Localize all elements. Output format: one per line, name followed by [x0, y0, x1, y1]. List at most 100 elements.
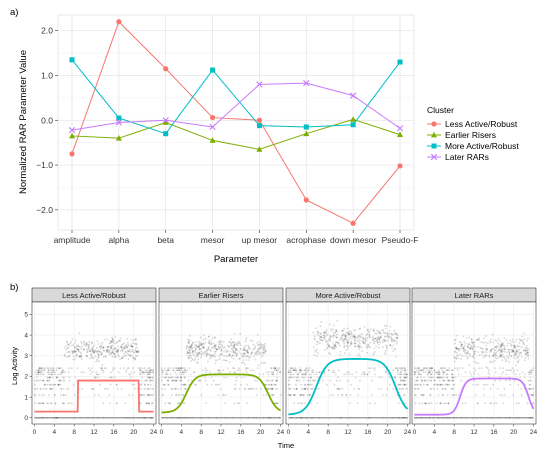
activity-point [191, 344, 193, 347]
activity-point [515, 353, 517, 356]
activity-point [332, 334, 335, 337]
activity-point [428, 376, 430, 379]
activity-point [184, 387, 187, 390]
activity-point [149, 379, 152, 382]
activity-point [55, 367, 58, 370]
activity-point [416, 369, 418, 372]
activity-point [234, 383, 237, 386]
activity-point [437, 376, 439, 379]
activity-point [332, 346, 335, 349]
activity-point [517, 355, 520, 358]
activity-point [178, 369, 181, 372]
activity-point [346, 341, 349, 344]
activity-point [38, 394, 41, 396]
activity-point [181, 367, 183, 370]
activity-point [180, 379, 183, 382]
activity-point [133, 357, 136, 360]
activity-point [47, 376, 50, 379]
activity-point [469, 347, 472, 350]
data-point [256, 81, 263, 88]
activity-point [225, 355, 228, 358]
activity-point [262, 362, 265, 365]
activity-point [518, 348, 521, 351]
activity-point [329, 323, 331, 326]
activity-point [497, 349, 500, 352]
activity-point [354, 345, 357, 348]
activity-point [147, 376, 150, 379]
activity-point [459, 341, 462, 344]
activity-point [253, 387, 256, 390]
activity-point [278, 367, 281, 370]
activity-point [319, 325, 322, 328]
x-tick-label: 8 [452, 429, 456, 436]
activity-point [445, 369, 448, 372]
activity-point [295, 371, 297, 374]
activity-point [134, 354, 137, 357]
activity-point [300, 369, 302, 372]
activity-point [172, 369, 174, 372]
activity-point [428, 371, 430, 374]
activity-point [349, 341, 352, 344]
activity-point [151, 402, 154, 405]
activity-point [132, 342, 134, 345]
activity-point [150, 379, 153, 382]
activity-point [512, 371, 515, 374]
activity-point [452, 376, 455, 379]
activity-point [187, 338, 190, 341]
activity-point [355, 371, 358, 374]
data-point [256, 123, 262, 129]
activity-point [228, 340, 231, 343]
activity-point [463, 340, 466, 343]
activity-point [476, 402, 479, 405]
activity-point [386, 334, 389, 337]
activity-point [179, 379, 182, 382]
activity-point [238, 342, 241, 344]
activity-point [297, 376, 300, 379]
activity-point [243, 349, 245, 352]
activity-point [53, 394, 56, 396]
activity-point [250, 352, 253, 355]
activity-point [190, 345, 193, 348]
activity-point [387, 336, 390, 339]
activity-point [429, 394, 431, 396]
activity-point [463, 352, 466, 355]
activity-point [400, 373, 403, 376]
activity-point [245, 344, 247, 347]
activity-point [332, 369, 335, 372]
activity-point [349, 335, 352, 338]
activity-point [229, 371, 231, 374]
activity-point [475, 362, 478, 364]
activity-point [109, 349, 112, 351]
activity-point [392, 340, 395, 343]
activity-point [147, 383, 149, 386]
activity-point [233, 345, 236, 348]
activity-point [143, 367, 146, 370]
activity-point [415, 379, 418, 382]
activity-point [460, 343, 463, 346]
activity-point [357, 335, 360, 338]
activity-point [198, 351, 200, 354]
activity-point [217, 341, 220, 344]
activity-point [135, 350, 137, 352]
activity-point [148, 371, 150, 374]
activity-point [109, 342, 112, 344]
activity-point [391, 340, 394, 342]
activity-point [462, 347, 464, 349]
activity-point [443, 371, 446, 374]
activity-point [523, 343, 525, 346]
activity-point [127, 343, 129, 346]
activity-point [91, 349, 94, 352]
activity-point [354, 376, 357, 379]
activity-point [92, 344, 95, 347]
activity-point [376, 340, 379, 343]
activity-point [451, 373, 453, 376]
activity-point [179, 376, 182, 379]
activity-point [378, 338, 381, 341]
activity-point [94, 355, 97, 358]
activity-point [197, 358, 200, 361]
activity-point [109, 352, 112, 355]
activity-point [466, 351, 469, 354]
activity-point [453, 356, 456, 359]
activity-point [349, 402, 351, 405]
